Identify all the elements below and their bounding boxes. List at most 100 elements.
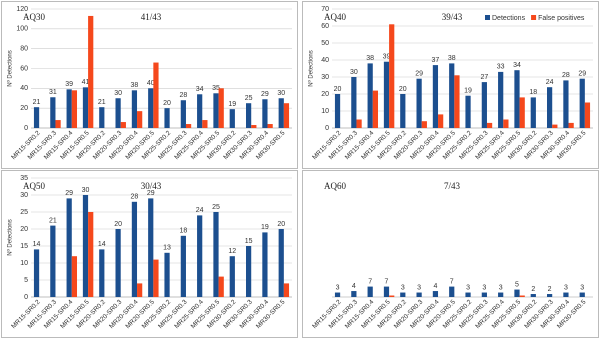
bar [449,286,455,297]
bar [213,212,219,297]
bar [66,89,72,128]
bar [251,125,257,128]
bar [530,294,536,297]
chart-subtitle: 39/43 [442,12,463,22]
data-label: 34 [196,86,204,93]
bar [283,283,290,297]
data-label: 21 [98,99,106,106]
y-tick-label: 35 [20,175,28,182]
data-label: 3 [401,284,405,291]
bar [180,235,186,297]
y-tick-label: 50 [321,40,329,47]
bar [197,94,203,128]
bar [481,292,487,297]
y-tick-label: 70 [321,6,329,13]
data-label: 14 [33,241,41,248]
data-label: 35 [212,85,220,92]
data-label: 37 [432,57,440,64]
bar [465,292,471,297]
data-label: 12 [228,248,236,255]
bar [88,212,94,297]
bar [454,75,460,128]
bar [421,121,427,128]
chart-title: AQ60 [324,181,346,191]
bar [278,229,284,297]
bar [579,78,585,128]
bar [568,122,574,128]
bar [356,119,362,128]
bar [50,225,56,297]
data-label: 3 [482,284,486,291]
data-label: 7 [385,278,389,285]
bar [503,119,509,128]
chart-subtitle: 30/43 [141,181,162,191]
bar [137,111,143,128]
y-tick-label: 0 [24,294,28,301]
y-tick-label: 60 [321,23,329,30]
bar [449,63,455,128]
data-label: 4 [352,283,356,290]
bar [498,71,504,128]
bar [245,103,252,128]
bar [229,109,235,128]
y-tick-label: 20 [321,91,329,98]
y-tick-label: 25 [20,209,28,216]
y-tick-label: 0 [325,125,329,132]
y-axis-label: Nº Detections [7,50,14,87]
y-tick-label: 40 [20,85,28,92]
chart-title: AQ50 [23,181,45,191]
data-label: 18 [179,228,187,235]
y-tick-label: 0 [24,125,28,132]
bar [519,295,525,297]
bar [438,114,444,128]
data-label: 29 [261,91,269,98]
data-label: 14 [98,241,106,248]
bar [514,289,520,297]
bar [55,120,61,128]
data-label: 24 [546,79,554,86]
bar [334,94,341,128]
chart-subtitle: 41/43 [141,12,162,22]
bar [563,80,569,128]
bar [213,93,219,128]
data-label: 39 [383,54,391,61]
bar [180,100,186,128]
y-tick-label: 10 [20,260,28,267]
bar [99,249,105,297]
bar [486,122,493,128]
y-tick-label: 80 [20,46,28,53]
bar [88,15,94,129]
y-tick-label: 40 [321,57,329,64]
bar [383,61,390,129]
data-label: 25 [245,95,253,102]
bar [389,295,395,297]
y-tick-label: 30 [20,192,28,199]
bar [372,90,379,128]
bar [383,286,390,297]
data-label: 38 [131,82,139,89]
data-label: 7 [368,278,372,285]
chart-title: AQ40 [324,12,346,22]
data-label: 3 [417,284,421,291]
data-label: 5 [515,281,519,288]
data-label: 19 [261,224,269,231]
bar [99,107,105,128]
data-label: 29 [65,190,73,197]
data-label: 20 [114,221,122,228]
bar [229,256,235,297]
bar [33,249,40,297]
bar [153,62,159,128]
data-label: 3 [499,284,503,291]
bar [367,286,373,297]
data-label: 28 [131,194,139,201]
data-label: 30 [114,90,122,97]
data-label: 2 [548,286,552,293]
data-label: 28 [179,92,187,99]
bar [115,229,121,297]
bar [120,122,126,128]
bar [71,90,78,128]
bar [202,120,208,128]
